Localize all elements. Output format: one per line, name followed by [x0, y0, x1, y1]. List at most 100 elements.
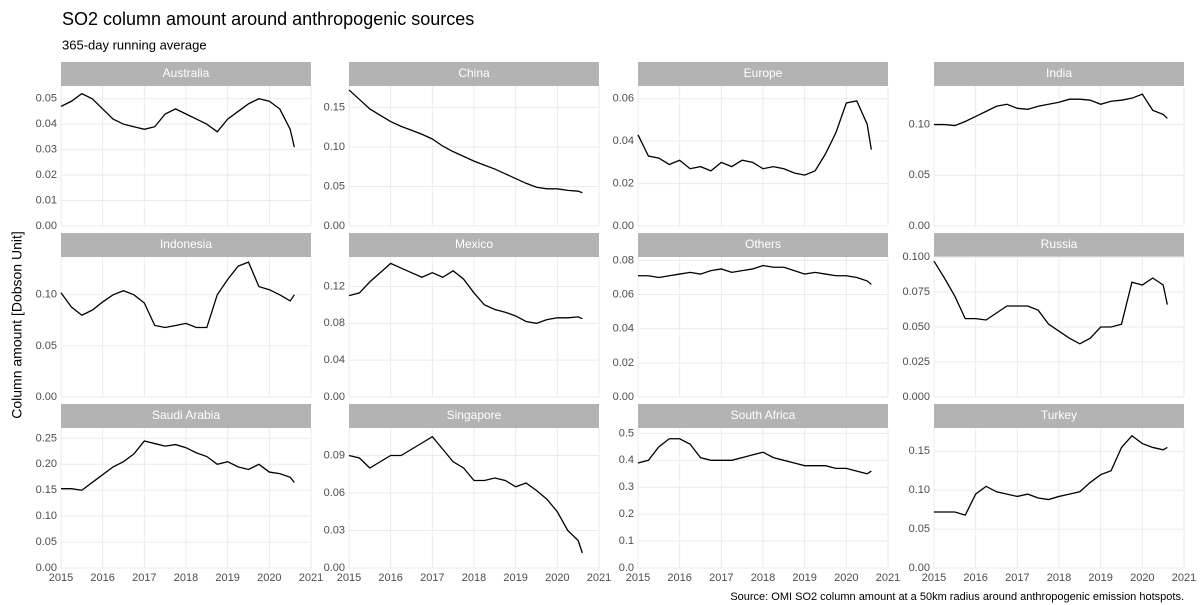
panel-title: Europe [744, 66, 783, 80]
strip [349, 404, 599, 428]
data-line [934, 93, 1168, 127]
y-tick-label: 0.03 [324, 524, 345, 536]
strip [638, 233, 888, 257]
x-tick-label: 2018 [1047, 572, 1071, 584]
y-tick-label: 0.01 [36, 194, 57, 206]
y-tick-label: 0.06 [613, 93, 634, 105]
y-tick-label: 0.2 [619, 508, 634, 520]
y-tick-label: 0.15 [909, 445, 930, 457]
x-tick-label: 2016 [667, 572, 691, 584]
caption: Source: OMI SO2 column amount at a 50km … [730, 591, 1184, 603]
y-tick-label: 0.100 [902, 251, 930, 263]
strip [934, 62, 1184, 86]
y-tick-label: 0.05 [909, 169, 930, 181]
x-tick-label: 2017 [420, 572, 444, 584]
panel-title: Singapore [447, 408, 502, 422]
strip [934, 404, 1184, 428]
y-tick-label: 0.04 [324, 354, 345, 366]
y-tick-label: 0.06 [324, 487, 345, 499]
data-line [638, 264, 872, 285]
strip [349, 62, 599, 86]
y-tick-label: 0.050 [902, 321, 930, 333]
y-tick-label: 0.00 [324, 220, 345, 232]
x-tick-label: 2018 [174, 572, 198, 584]
panel-title: Australia [163, 66, 210, 80]
x-tick-label: 2019 [503, 572, 527, 584]
y-tick-label: 0.1 [619, 535, 634, 547]
y-tick-label: 0.0 [619, 562, 634, 574]
data-line [60, 92, 295, 148]
y-tick-label: 0.00 [613, 391, 634, 403]
y-tick-label: 0.5 [619, 427, 634, 439]
data-line [348, 89, 583, 194]
x-tick-label: 2018 [462, 572, 486, 584]
x-tick-label: 2015 [626, 572, 650, 584]
panel-title: Turkey [1041, 408, 1077, 422]
data-line [61, 440, 295, 491]
data-line [60, 261, 295, 329]
data-line [637, 438, 872, 475]
x-tick-label: 2016 [963, 572, 987, 584]
y-tick-label: 0.025 [902, 356, 930, 368]
y-tick-label: 0.02 [613, 357, 634, 369]
data-line [348, 262, 583, 324]
y-tick-label: 0.15 [36, 484, 57, 496]
x-tick-label: 2016 [378, 572, 402, 584]
x-tick-label: 2015 [337, 572, 361, 584]
y-tick-label: 0.10 [324, 141, 345, 153]
y-tick-label: 0.00 [909, 562, 930, 574]
x-tick-label: 2015 [49, 572, 73, 584]
x-tick-label: 2019 [215, 572, 239, 584]
y-tick-label: 0.05 [324, 180, 345, 192]
y-tick-label: 0.03 [36, 144, 57, 156]
y-tick-label: 0.06 [613, 288, 634, 300]
x-tick-label: 2021 [299, 572, 323, 584]
x-tick-label: 2017 [1005, 572, 1029, 584]
y-tick-label: 0.05 [36, 93, 57, 105]
y-tick-label: 0.000 [902, 391, 930, 403]
y-tick-label: 0.04 [613, 135, 634, 147]
y-tick-label: 0.4 [619, 454, 634, 466]
y-tick-label: 0.02 [613, 177, 634, 189]
x-tick-label: 2017 [709, 572, 733, 584]
y-tick-label: 0.00 [36, 562, 57, 574]
panel-title: Saudi Arabia [152, 408, 220, 422]
y-tick-label: 0.00 [613, 220, 634, 232]
y-tick-label: 0.25 [36, 432, 57, 444]
chart-title: SO2 column amount around anthropogenic s… [62, 9, 474, 29]
y-tick-label: 0.05 [36, 536, 57, 548]
x-tick-label: 2021 [587, 572, 611, 584]
panel-title: Mexico [455, 237, 493, 251]
y-tick-label: 0.10 [36, 289, 57, 301]
strip [638, 62, 888, 86]
x-tick-label: 2019 [792, 572, 816, 584]
y-tick-label: 0.09 [324, 449, 345, 461]
panel-title: South Africa [731, 408, 796, 422]
data-line [934, 434, 1168, 516]
y-tick-label: 0.05 [909, 523, 930, 535]
x-tick-label: 2018 [751, 572, 775, 584]
y-tick-label: 0.08 [324, 317, 345, 329]
y-tick-label: 0.00 [324, 391, 345, 403]
panel-title: Others [745, 237, 781, 251]
y-tick-label: 0.10 [909, 118, 930, 130]
x-tick-label: 2017 [132, 572, 156, 584]
x-tick-label: 2016 [90, 572, 114, 584]
y-tick-label: 0.3 [619, 481, 634, 493]
y-tick-label: 0.20 [36, 458, 57, 470]
y-tick-label: 0.04 [613, 323, 634, 335]
panel-title: Indonesia [160, 237, 212, 251]
y-tick-label: 0.08 [613, 254, 634, 266]
x-tick-label: 2021 [1172, 572, 1196, 584]
x-tick-label: 2020 [834, 572, 858, 584]
y-tick-label: 0.15 [324, 101, 345, 113]
y-tick-label: 0.10 [36, 510, 57, 522]
panel-title: India [1046, 66, 1072, 80]
strip [61, 62, 311, 86]
x-tick-label: 2020 [257, 572, 281, 584]
y-tick-label: 0.00 [36, 391, 57, 403]
strip [638, 404, 888, 428]
x-tick-label: 2020 [1130, 572, 1154, 584]
y-tick-label: 0.00 [36, 220, 57, 232]
